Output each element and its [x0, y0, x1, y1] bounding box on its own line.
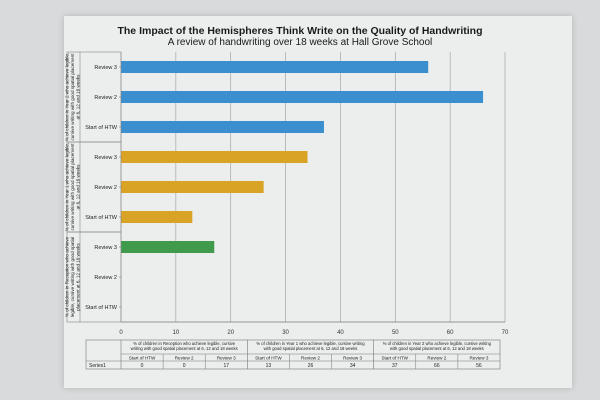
x-tick-label: 30 [282, 330, 289, 336]
table-value-cell: 37 [392, 363, 398, 369]
table-group-header: % of children in Reception who achieve l… [131, 341, 238, 351]
table-category-cell: Start of HTW [255, 356, 282, 361]
table-group-header: % of children in Year 2 who achieve legi… [383, 341, 492, 351]
category-label: Review 3 [94, 65, 117, 71]
category-label: Start of HTW [85, 125, 118, 131]
category-label: Review 2 [94, 185, 117, 191]
category-label: Start of HTW [85, 215, 118, 221]
paper-sheet [64, 16, 572, 388]
x-tick-label: 50 [392, 330, 399, 336]
x-tick-label: 40 [337, 330, 344, 336]
bar [121, 211, 193, 223]
table-category-cell: Review 2 [301, 356, 320, 361]
table-value-cell: 34 [350, 363, 356, 369]
table-value-cell: 0 [183, 363, 186, 369]
table-series-label: Series1 [89, 363, 106, 369]
x-tick-label: 70 [502, 330, 509, 336]
bar [121, 241, 215, 253]
table-category-cell: Start of HTW [381, 356, 408, 361]
category-label: Review 3 [94, 155, 117, 161]
category-label: Review 3 [94, 245, 117, 251]
table-value-cell: 56 [476, 363, 482, 369]
table-category-cell: Review 3 [343, 356, 362, 361]
bar [121, 91, 484, 103]
table-value-cell: 0 [141, 363, 144, 369]
table-category-cell: Start of HTW [129, 356, 156, 361]
group-bracket [66, 231, 122, 323]
x-tick-label: 20 [227, 330, 234, 336]
group-label: % of children in Year 2 who achieve legi… [64, 53, 80, 141]
table-group-header: % of children in Year 1 who achieve legi… [256, 341, 365, 351]
table-value-cell: 66 [434, 363, 440, 369]
chart-subtitle: A review of handwriting over 18 weeks at… [167, 37, 433, 48]
category-label: Review 2 [94, 95, 117, 101]
category-label: Start of HTW [85, 305, 118, 311]
chart-title: The Impact of the Hemispheres Think Writ… [117, 25, 483, 37]
bar [121, 181, 264, 193]
table-value-cell: 13 [266, 363, 272, 369]
table-category-cell: Review 3 [217, 356, 236, 361]
x-tick-label: 0 [119, 330, 123, 336]
data-table-border [85, 339, 501, 370]
group-label: % of children in Reception who achievele… [64, 236, 80, 317]
table-category-cell: Review 3 [469, 356, 488, 361]
bar [121, 61, 429, 73]
table-value-cell: 17 [223, 363, 229, 369]
table-category-cell: Review 2 [427, 356, 446, 361]
group-label: % of children in Year 1 who achieve legi… [64, 143, 80, 231]
table-value-cell: 26 [308, 363, 314, 369]
bar [121, 151, 308, 163]
category-label: Review 2 [94, 275, 117, 281]
bar [121, 121, 324, 133]
x-tick-label: 10 [173, 330, 180, 336]
x-tick-label: 60 [447, 330, 454, 336]
table-category-cell: Review 2 [175, 356, 194, 361]
